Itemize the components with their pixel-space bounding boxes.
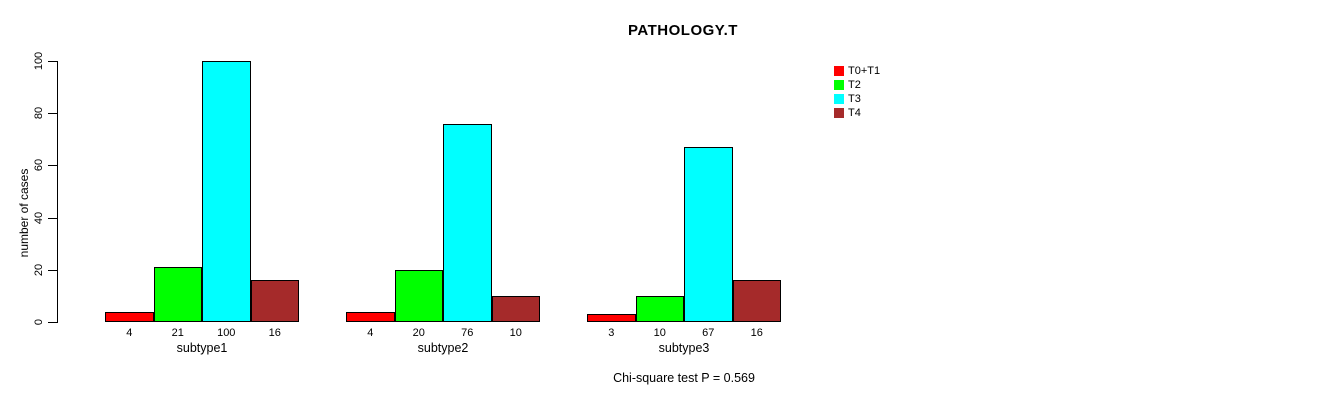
legend-label: T3: [848, 93, 861, 105]
x-group-label-subtype1: subtype1: [176, 341, 228, 355]
bar-value-label: 10: [653, 327, 666, 339]
y-tick: [48, 322, 57, 323]
annotation-text: Chi-square test P = 0.569: [613, 371, 755, 385]
y-axis-label: number of cases: [17, 168, 31, 258]
y-tick-label: 100: [33, 51, 45, 71]
bar-subtype1-T0+T1: [105, 311, 154, 322]
bar-value-label: 76: [461, 327, 474, 339]
legend-label: T2: [848, 79, 861, 91]
legend-swatch: [834, 94, 844, 104]
x-group-label-subtype3: subtype3: [658, 341, 710, 355]
bar-value-label: 20: [412, 327, 425, 339]
bar-subtype2-T2: [394, 269, 443, 322]
legend: T0+T1 T2 T3 T4: [834, 66, 880, 122]
bar-subtype2-T3: [443, 123, 492, 322]
legend-item-T3: T3: [834, 94, 880, 108]
legend-item-T2: T2: [834, 80, 880, 94]
y-tick-label: 0: [33, 318, 45, 326]
y-tick: [48, 165, 57, 167]
legend-label: T0+T1: [848, 65, 881, 77]
legend-item-T0+T1: T0+T1: [834, 66, 880, 80]
legend-swatch: [834, 80, 844, 90]
bar-value-label: 4: [367, 327, 374, 339]
bar-value-label: 21: [171, 327, 184, 339]
chart-title: PATHOLOGY.T: [628, 22, 738, 39]
bar-subtype1-T2: [153, 267, 202, 322]
y-tick: [48, 113, 57, 115]
bar-subtype2-T4: [491, 295, 540, 322]
y-tick-label: 60: [33, 159, 45, 172]
y-tick: [48, 269, 57, 271]
x-group-label-subtype2: subtype2: [417, 341, 469, 355]
legend-item-T4: T4: [834, 108, 880, 122]
y-tick: [48, 61, 57, 62]
y-tick-label: 80: [33, 107, 45, 120]
legend-swatch: [834, 66, 844, 76]
bar-subtype3-T4: [732, 280, 781, 322]
bar-subtype2-T0+T1: [346, 311, 395, 322]
bar-value-label: 100: [217, 327, 236, 339]
bar-value-label: 10: [509, 327, 522, 339]
legend-label: T4: [848, 107, 861, 119]
legend-swatch: [834, 108, 844, 118]
bar-subtype1-T4: [250, 280, 299, 322]
bar-value-label: 4: [126, 327, 133, 339]
bar-subtype3-T3: [684, 147, 733, 322]
bar-subtype3-T2: [635, 295, 684, 322]
bar-subtype3-T0+T1: [587, 314, 636, 322]
bar-value-label: 16: [268, 327, 281, 339]
y-tick-label: 20: [33, 263, 45, 276]
y-tick: [48, 217, 57, 219]
bar-subtype1-T3: [202, 61, 251, 322]
bar-value-label: 16: [750, 327, 763, 339]
y-tick-label: 40: [33, 211, 45, 224]
y-axis-line: [57, 61, 58, 323]
bar-value-label: 3: [608, 327, 615, 339]
bar-value-label: 67: [702, 327, 715, 339]
